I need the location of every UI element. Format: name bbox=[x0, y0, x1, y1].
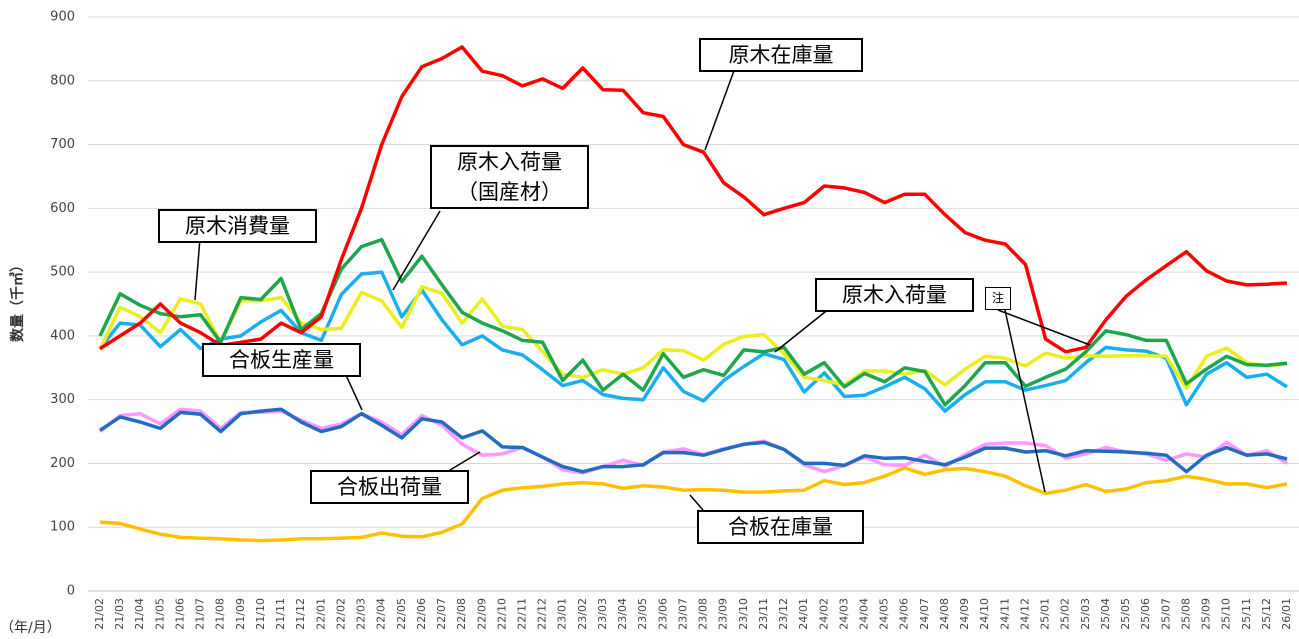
series-callout: 原木在庫量 bbox=[699, 38, 863, 72]
y-tick-label: 800 bbox=[50, 73, 75, 88]
x-tick-label: 24/06 bbox=[898, 598, 911, 630]
x-tick-label: 25/09 bbox=[1200, 598, 1213, 630]
x-tick-label: 24/01 bbox=[797, 598, 810, 630]
series-callout: 合板生産量 bbox=[202, 343, 361, 377]
x-tick-label: 25/06 bbox=[1139, 598, 1152, 630]
callout-leader bbox=[774, 307, 831, 353]
x-tick-label: 24/02 bbox=[817, 598, 830, 630]
y-tick-label: 100 bbox=[50, 520, 75, 535]
x-tick-label: 23/04 bbox=[616, 598, 629, 630]
x-tick-label: 22/09 bbox=[475, 598, 488, 630]
x-tick-label: 25/04 bbox=[1099, 598, 1112, 630]
series-line bbox=[98, 270, 1288, 413]
x-tick-label: 22/03 bbox=[355, 598, 368, 630]
x-tick-label: 25/10 bbox=[1220, 598, 1233, 630]
x-tick-label: 21/07 bbox=[194, 598, 207, 630]
x-tick-label: 23/03 bbox=[596, 598, 609, 630]
x-tick-label: 25/12 bbox=[1260, 598, 1273, 630]
series-callout: 合板出荷量 bbox=[310, 470, 469, 504]
x-tick-label: 22/01 bbox=[314, 598, 327, 630]
x-tick-label: 23/10 bbox=[737, 598, 750, 630]
x-tick-label: 23/08 bbox=[697, 598, 710, 630]
series-callout: 原木入荷量 （国産材） bbox=[430, 145, 589, 209]
x-tick-label: 21/09 bbox=[234, 598, 247, 630]
x-tick-label: 24/04 bbox=[858, 598, 871, 630]
series-line bbox=[99, 45, 1288, 354]
x-tick-label: 23/11 bbox=[757, 598, 770, 630]
x-tick-label: 25/02 bbox=[1059, 598, 1072, 630]
callout-leader bbox=[392, 210, 441, 291]
x-tick-label: 22/02 bbox=[334, 598, 347, 630]
series-line bbox=[98, 237, 1288, 407]
x-tick-label: 25/11 bbox=[1240, 598, 1253, 630]
series-line bbox=[99, 407, 1288, 474]
x-tick-label: 21/12 bbox=[294, 598, 307, 630]
x-tick-label: 24/10 bbox=[978, 598, 991, 630]
x-tick-label: 21/08 bbox=[214, 598, 227, 630]
x-tick-label: 24/03 bbox=[837, 598, 850, 630]
x-tick-label: 21/11 bbox=[274, 598, 287, 630]
note-box: 注 bbox=[985, 287, 1011, 310]
x-tick-label: 22/06 bbox=[415, 598, 428, 630]
callout-leader bbox=[689, 494, 704, 511]
series-callout: 原木消費量 bbox=[158, 209, 317, 243]
x-tick-label: 25/03 bbox=[1079, 598, 1092, 630]
callout-leader bbox=[449, 451, 481, 471]
x-tick-label: 22/11 bbox=[515, 598, 528, 630]
callout-leader bbox=[194, 237, 201, 301]
y-tick-label: 300 bbox=[50, 392, 75, 407]
x-tick-label: 24/08 bbox=[938, 598, 951, 630]
x-tick-label: 24/05 bbox=[878, 598, 891, 630]
x-tick-label: 21/06 bbox=[173, 598, 186, 630]
x-tick-label: 25/01 bbox=[1039, 598, 1052, 630]
x-tick-label: 23/07 bbox=[676, 598, 689, 630]
series-callout: 原木入荷量 bbox=[815, 278, 974, 312]
callout-leader bbox=[704, 67, 736, 151]
x-tick-label: 22/05 bbox=[395, 598, 408, 630]
x-tick-label: 25/05 bbox=[1119, 598, 1132, 630]
note-leader bbox=[1004, 309, 1046, 493]
x-tick-label: 23/06 bbox=[656, 598, 669, 630]
x-tick-label: 25/08 bbox=[1179, 598, 1192, 630]
y-tick-label: 0 bbox=[67, 584, 75, 599]
x-tick-label: 21/10 bbox=[254, 598, 267, 630]
x-tick-label: 23/05 bbox=[636, 598, 649, 630]
x-tick-label: 22/04 bbox=[375, 598, 388, 630]
x-tick-label: 21/03 bbox=[113, 598, 126, 630]
x-tick-label: 23/02 bbox=[576, 598, 589, 630]
x-tick-label: 22/08 bbox=[455, 598, 468, 630]
note-leader bbox=[997, 309, 1091, 346]
y-tick-label: 400 bbox=[50, 328, 75, 343]
callout-leader bbox=[344, 372, 363, 411]
x-tick-label: 24/09 bbox=[958, 598, 971, 630]
x-tick-label: 22/07 bbox=[435, 598, 448, 630]
x-tick-label: 22/10 bbox=[495, 598, 508, 630]
y-tick-label: 200 bbox=[50, 456, 75, 471]
x-axis-label: （年/月） bbox=[0, 620, 61, 636]
x-tick-label: 21/05 bbox=[153, 598, 166, 630]
series-callout: 合板在庫量 bbox=[697, 510, 864, 544]
series-line bbox=[99, 466, 1288, 543]
x-tick-label: 21/02 bbox=[93, 598, 106, 630]
x-tick-label: 25/07 bbox=[1159, 598, 1172, 630]
x-tick-label: 23/01 bbox=[556, 598, 569, 630]
y-axis-label: 数量（千㎥） bbox=[9, 258, 26, 342]
x-tick-label: 24/12 bbox=[1018, 598, 1031, 630]
x-tick-label: 23/12 bbox=[777, 598, 790, 630]
y-tick-label: 700 bbox=[50, 137, 75, 152]
y-tick-label: 500 bbox=[50, 265, 75, 280]
x-tick-label: 23/09 bbox=[717, 598, 730, 630]
x-tick-label: 22/12 bbox=[536, 598, 549, 630]
y-tick-label: 600 bbox=[50, 201, 75, 216]
y-tick-label: 900 bbox=[50, 10, 75, 25]
x-tick-label: 24/07 bbox=[918, 598, 931, 630]
x-tick-label: 24/11 bbox=[998, 598, 1011, 630]
x-tick-label: 21/04 bbox=[133, 598, 146, 630]
x-tick-label: 26/01 bbox=[1280, 598, 1293, 630]
